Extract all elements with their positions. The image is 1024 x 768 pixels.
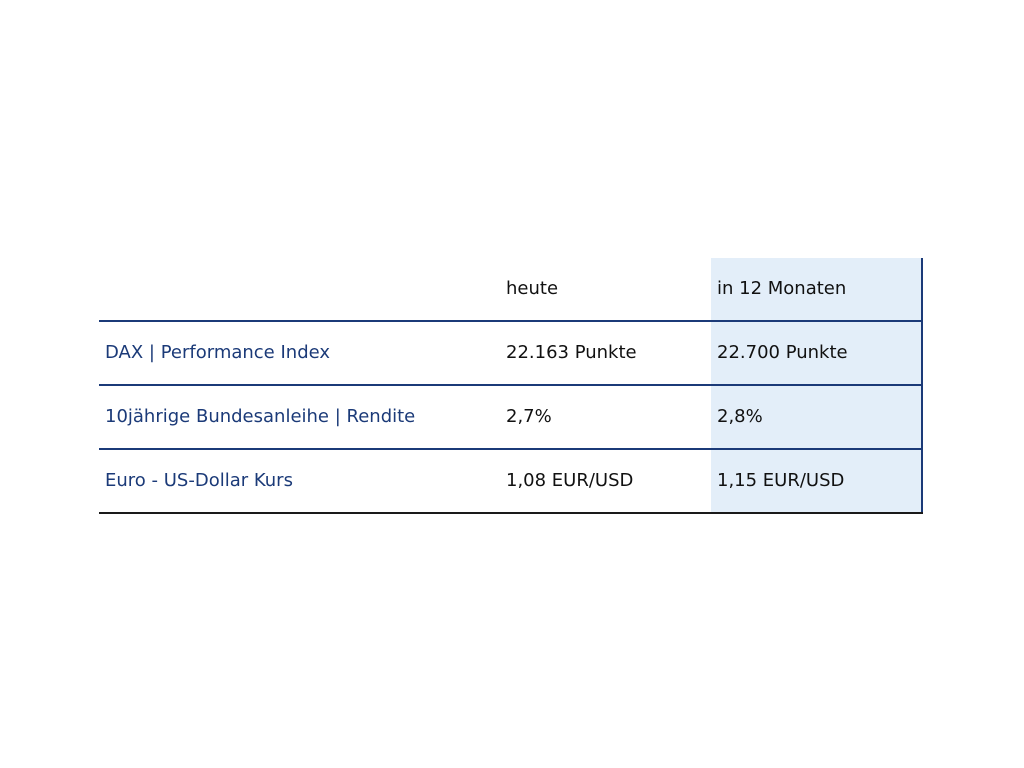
header-today-cell: heute (500, 258, 711, 322)
table-header-row: heute in 12 Monaten (99, 258, 923, 322)
row-future-value: 22.700 Punkte (711, 321, 923, 386)
table-row-eurusd: Euro - US-Dollar Kurs 1,08 EUR/USD 1,15 … (99, 449, 923, 514)
row-label: DAX | Performance Index (99, 321, 500, 386)
row-future-value: 1,15 EUR/USD (711, 449, 923, 514)
row-today-value: 2,7% (500, 385, 711, 450)
forecast-table: heute in 12 Monaten DAX | Performance In… (99, 258, 923, 514)
table-row-bund: 10jährige Bundesanleihe | Rendite 2,7% 2… (99, 385, 923, 450)
row-today-value: 1,08 EUR/USD (500, 449, 711, 514)
table-row-dax: DAX | Performance Index 22.163 Punkte 22… (99, 321, 923, 386)
row-future-value: 2,8% (711, 385, 923, 450)
header-label-cell (99, 258, 500, 322)
row-label: 10jährige Bundesanleihe | Rendite (99, 385, 500, 450)
header-future-cell: in 12 Monaten (711, 258, 923, 322)
row-today-value: 22.163 Punkte (500, 321, 711, 386)
row-label: Euro - US-Dollar Kurs (99, 449, 500, 514)
